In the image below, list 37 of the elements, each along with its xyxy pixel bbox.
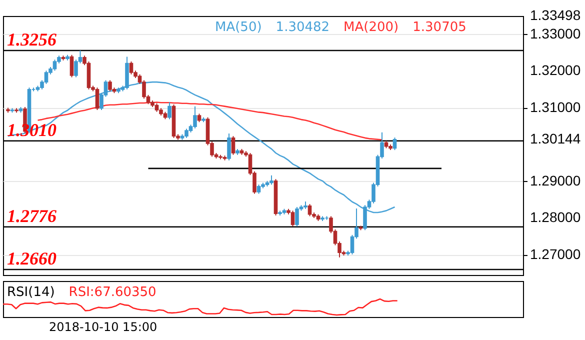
- y-tick-label: 1.33498: [530, 7, 581, 23]
- y-tick-label: 1.28000: [530, 209, 581, 226]
- text: MA(50): [215, 20, 262, 35]
- candlestick: [308, 204, 312, 217]
- candlestick: [392, 137, 397, 151]
- candlestick: [184, 128, 188, 138]
- annotation: 1.30482: [276, 20, 330, 35]
- candlestick: [227, 133, 231, 161]
- candlestick: [95, 87, 100, 110]
- y-tick-label: 1.31000: [530, 98, 581, 115]
- candlestick: [363, 204, 367, 231]
- annotation: 1.30705: [412, 20, 466, 35]
- candlestick: [44, 70, 48, 84]
- y-tick-label: 1.33000: [530, 25, 581, 42]
- annotation: RSI:67.60350: [68, 285, 156, 300]
- candlestick: [168, 102, 172, 120]
- candlestick: [270, 174, 274, 186]
- text: 2018-10-10 15:00: [49, 320, 158, 334]
- candlestick: [52, 59, 57, 72]
- chart-title: RSI(14): [7, 285, 55, 300]
- candlestick: [74, 59, 78, 78]
- y-tick-label: 1.32000: [530, 62, 581, 78]
- y-tick-label: 1.27000: [530, 246, 581, 262]
- candlestick: [70, 54, 74, 78]
- ref-line-label: 1.2776: [7, 206, 56, 226]
- candlestick: [290, 210, 295, 227]
- ref-line-label: 1.2660: [7, 248, 56, 268]
- text: MA(200): [344, 20, 399, 35]
- candlestick: [295, 206, 299, 227]
- candlestick: [129, 60, 134, 75]
- y-tick-label: 1.30144: [530, 130, 581, 146]
- ref-line-label: 1.3256: [7, 29, 56, 50]
- candlestick: [108, 80, 112, 92]
- candlestick: [193, 106, 197, 129]
- candlestick: [231, 136, 236, 156]
- candlestick: [256, 184, 261, 194]
- y-tick-label: 1.29000: [530, 172, 581, 188]
